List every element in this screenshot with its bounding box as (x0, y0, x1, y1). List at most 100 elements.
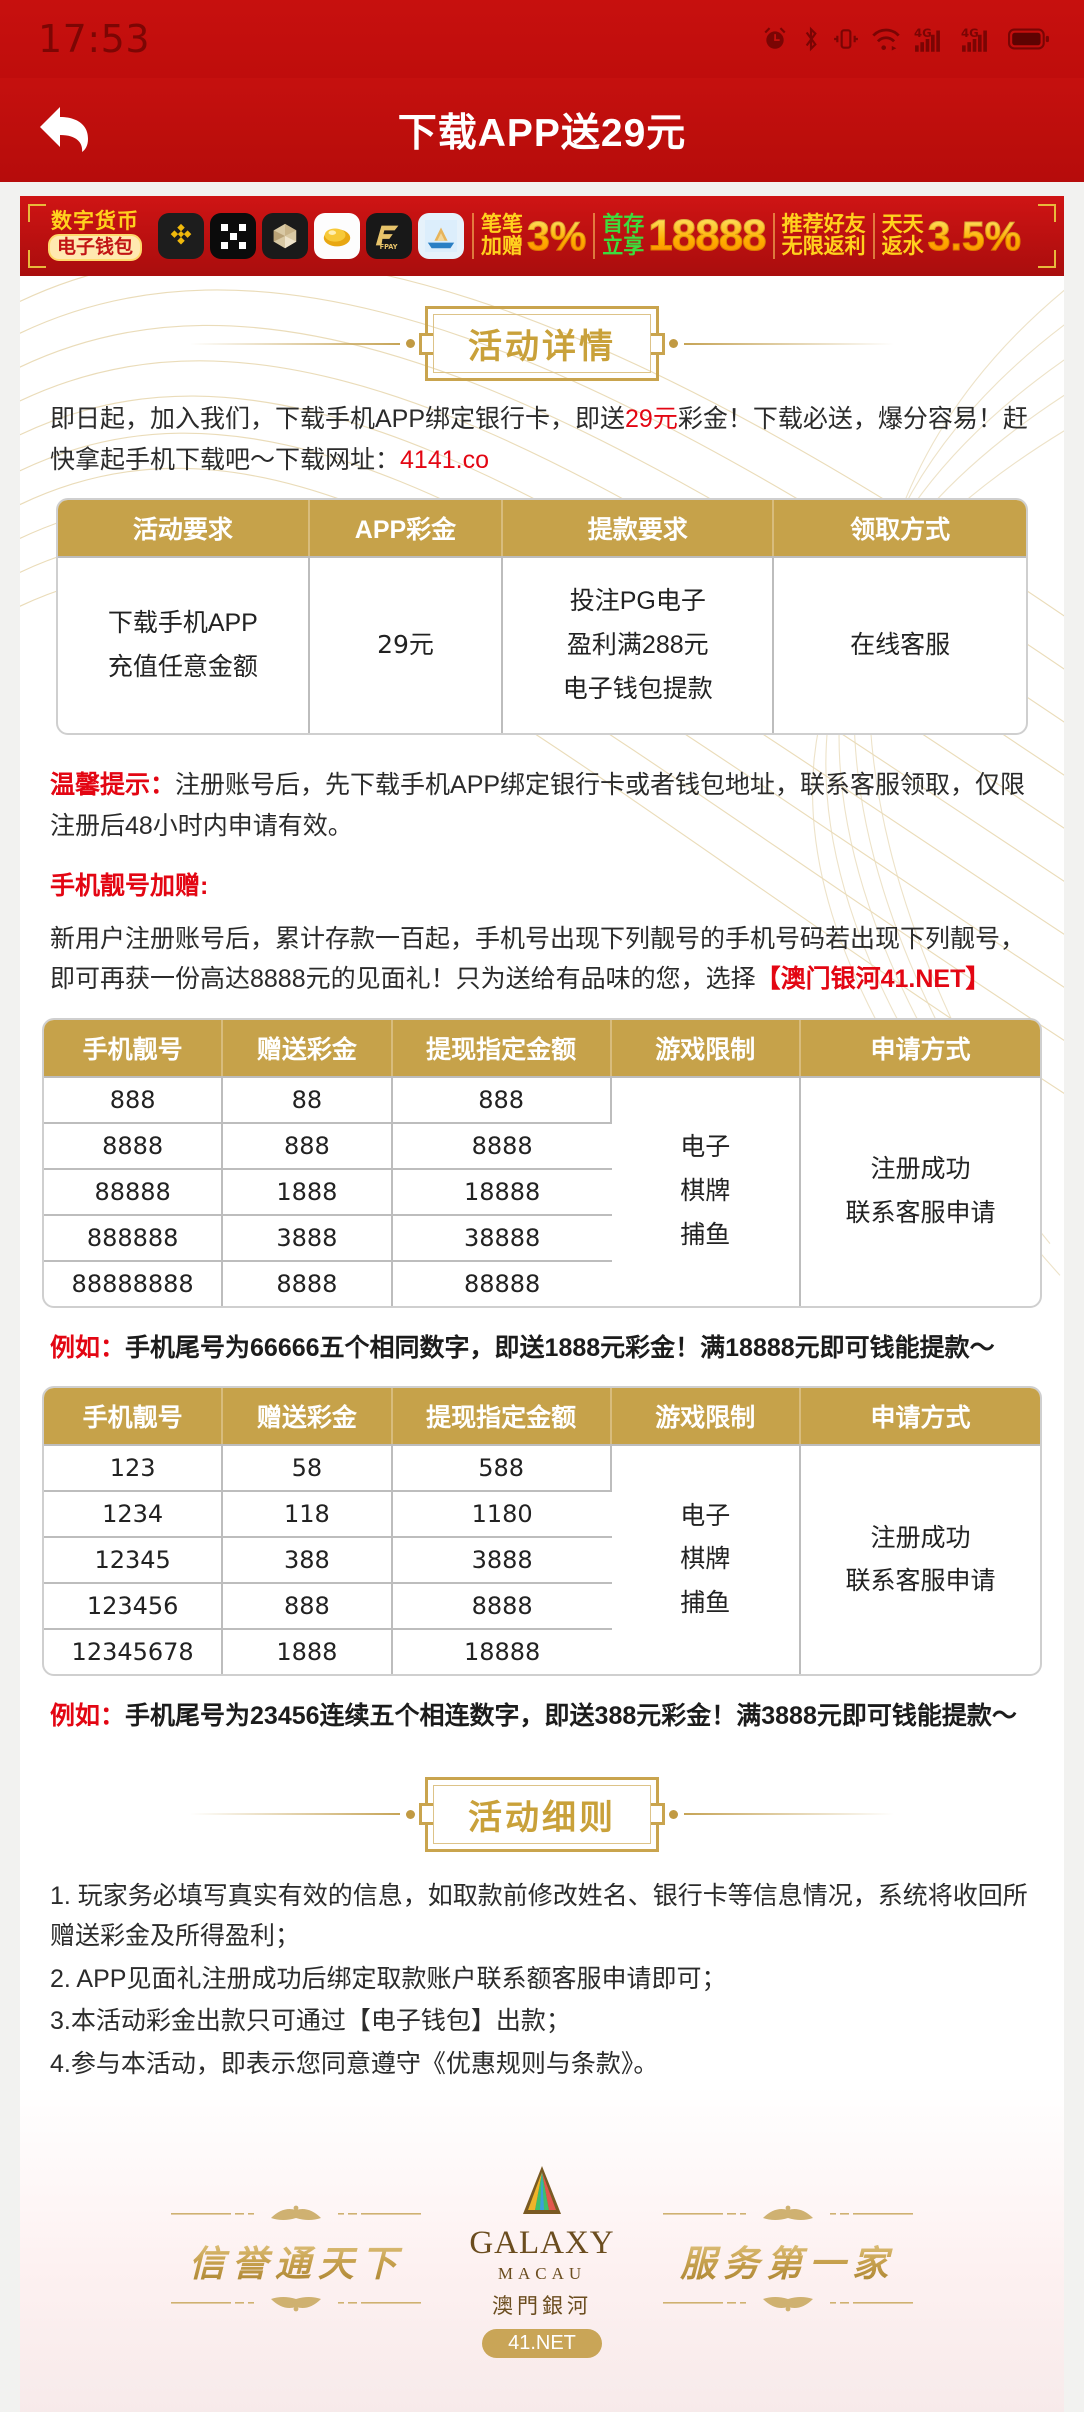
td-game-limit: 电子 棋牌 捕鱼 (611, 1075, 801, 1306)
bluetooth-icon (801, 26, 821, 52)
td-lucky-number: 88888 (44, 1167, 224, 1214)
td-lucky-number: 123 (44, 1444, 224, 1491)
section-line-left (190, 342, 400, 345)
goldbean-icon (314, 213, 361, 259)
th-claim-method: 领取方式 (774, 500, 1026, 556)
sequential-table-wrapper: 手机靓号 赠送彩金 提现指定金额 游戏限制 申请方式 123 58 588 电子… (20, 1368, 1064, 1677)
galaxy-brand-name: GALAXY (469, 2225, 615, 2262)
same-digit-table: 手机靓号 赠送彩金 提现指定金额 游戏限制 申请方式 888 88 888 电子… (42, 1017, 1042, 1308)
td-withdraw-amt: 888 (392, 1075, 612, 1122)
td-lucky-number: 8888 (44, 1121, 224, 1168)
th-withdraw-amt: 提现指定金额 (392, 1019, 612, 1076)
wallet-icon-row: FPAY (158, 213, 465, 259)
td-bonus: 1888 (223, 1628, 393, 1675)
banner-label-line2: 电子钱包 (48, 233, 143, 262)
banner-cell-rebate: 笔笔 加赠 3% (474, 208, 593, 264)
td-claim-method: 在线客服 (774, 556, 1026, 733)
okx-icon (210, 213, 257, 259)
section-dot-left (406, 339, 415, 348)
banner-cell-daily-top: 天天 (881, 212, 924, 236)
table-row: 123456 888 8888 (44, 1582, 1040, 1629)
banner-cell-referral: 推荐好友 无限返利 (775, 208, 873, 264)
back-button[interactable] (34, 99, 96, 161)
td-lucky-number: 1234 (44, 1490, 224, 1537)
notice-text: 注册账号后，先下载手机APP绑定银行卡或者钱包地址，联系客服领取，仅限注册后48… (50, 771, 1026, 840)
footer-slogan-left-block: 信誉通天下 (171, 2204, 422, 2318)
lucky-number-brand: 【澳门银河41.NET】 (755, 965, 991, 994)
details-download-url[interactable]: 4141.co (400, 445, 489, 474)
rules-list: 1. 玩家务必填写真实有效的信息，如取款前修改姓名、银行卡等信息情况，系统将收回… (20, 1870, 1064, 2085)
svg-text:4G: 4G (914, 26, 932, 40)
td-bonus: 1888 (223, 1167, 393, 1214)
footer-slogan-left: 信誉通天下 (189, 2235, 404, 2287)
section-title-details: 活动详情 (468, 328, 616, 366)
td-withdraw-amt: 38888 (392, 1213, 612, 1260)
td-bonus: 888 (223, 1121, 393, 1168)
main-table-wrapper: 活动要求 APP彩金 提款要求 领取方式 下载手机APP 充值任意金额 29元 投… (20, 480, 1064, 736)
app-header: 下载APP送29元 (0, 78, 1084, 182)
rule-item: 3.本活动彩金出款只可通过【电子钱包】出款； (50, 2007, 571, 2036)
same-digit-table-wrapper: 手机靓号 赠送彩金 提现指定金额 游戏限制 申请方式 888 88 888 电子… (20, 1000, 1064, 1308)
th-lucky-number: 手机靓号 (44, 1388, 224, 1445)
table-header-row: 手机靓号 赠送彩金 提现指定金额 游戏限制 申请方式 (44, 1388, 1040, 1445)
td-withdraw-req: 投注PG电子 盈利满288元 电子钱包提款 (503, 556, 775, 734)
banner-cell-daily-value: 3.5% (927, 212, 1022, 259)
ornament-top-right-icon (662, 2204, 913, 2229)
example-seq-text: 手机尾号为23456连续五个相连数字，即送388元彩金！满3888元即可钱能提款… (125, 1702, 1017, 1731)
banner-cell-referral-bottom: 无限返利 (781, 235, 866, 258)
example-same-text: 手机尾号为66666五个相同数字，即送1888元彩金！满18888元即可钱能提款… (125, 1333, 995, 1362)
td-withdraw-amt: 18888 (392, 1167, 612, 1214)
footer-slogan-right-block: 服务第一家 (662, 2204, 913, 2318)
table-header-row: 活动要求 APP彩金 提款要求 领取方式 (58, 500, 1026, 556)
svg-text:FPAY: FPAY (380, 243, 398, 251)
vibrate-icon (834, 26, 858, 52)
td-bonus: 88 (223, 1075, 393, 1122)
banner-corner-bl (28, 250, 46, 268)
galaxy-domain-badge[interactable]: 41.NET (482, 2329, 602, 2359)
section-header-details: 活动详情 (20, 276, 1064, 399)
page-title: 下载APP送29元 (397, 112, 687, 155)
td-bonus: 3888 (223, 1213, 393, 1260)
th-withdraw-amt: 提现指定金额 (392, 1388, 612, 1445)
section-header-rules: 活动细则 (20, 1737, 1064, 1870)
banner-cell-rebate-top: 笔笔 (481, 212, 524, 236)
sequential-digit-table: 手机靓号 赠送彩金 提现指定金额 游戏限制 申请方式 123 58 588 电子… (42, 1386, 1042, 1677)
section-dot-right (669, 1809, 678, 1819)
content-sheet: 数字货币 电子钱包 FPAY (20, 196, 1064, 2412)
galaxy-mark-icon (499, 2164, 585, 2223)
notice-label: 温馨提示： (50, 771, 176, 800)
binance-icon (158, 213, 205, 259)
banner-cell-referral-top: 推荐好友 (781, 212, 866, 236)
svg-text:4G: 4G (961, 26, 979, 40)
td-lucky-number: 88888888 (44, 1259, 224, 1306)
ornament-top-left-icon (171, 2204, 422, 2229)
banner-cell-firstdeposit-bottom: 立享 (602, 235, 645, 258)
galaxy-brand-sub: MACAU (497, 2264, 587, 2284)
td-bonus: 388 (223, 1536, 393, 1583)
th-lucky-number: 手机靓号 (44, 1019, 224, 1076)
banner-cell-daily: 天天 返水 3.5% (875, 208, 1028, 264)
banner-cell-firstdeposit-top: 首存 (602, 212, 645, 236)
details-intro-part1: 即日起，加入我们，下载手机APP绑定银行卡，即送 (50, 405, 626, 433)
td-withdraw-amt: 1180 (392, 1490, 612, 1536)
plate-notch-left (419, 1803, 433, 1826)
td-bonus: 8888 (223, 1259, 393, 1306)
promo-banner[interactable]: 数字货币 电子钱包 FPAY (20, 196, 1064, 276)
banner-corner-tl (28, 204, 46, 222)
lucky-number-heading: 手机靓号加赠: (50, 872, 209, 901)
banner-divider-1 (472, 213, 475, 259)
back-arrow-icon (36, 101, 94, 160)
td-lucky-number: 12345 (44, 1536, 224, 1583)
th-app-bonus: APP彩金 (309, 500, 504, 556)
td-lucky-number: 888888 (44, 1213, 224, 1260)
example-same-label: 例如： (50, 1333, 126, 1362)
table-row: 888888 3888 38888 (44, 1213, 1040, 1260)
ornament-bottom-right-icon (662, 2293, 913, 2318)
td-lucky-number: 12345678 (44, 1628, 224, 1675)
plate-notch-right (651, 1803, 665, 1826)
status-icon-tray: 4G 4G (762, 25, 1050, 53)
td-bonus: 58 (223, 1444, 393, 1491)
banner-cell-daily-bottom: 返水 (881, 235, 924, 258)
details-intro-paragraph: 即日起，加入我们，下载手机APP绑定银行卡，即送29元彩金！下载必送，爆分容易！… (20, 399, 1064, 480)
fpay-icon: FPAY (366, 213, 413, 259)
